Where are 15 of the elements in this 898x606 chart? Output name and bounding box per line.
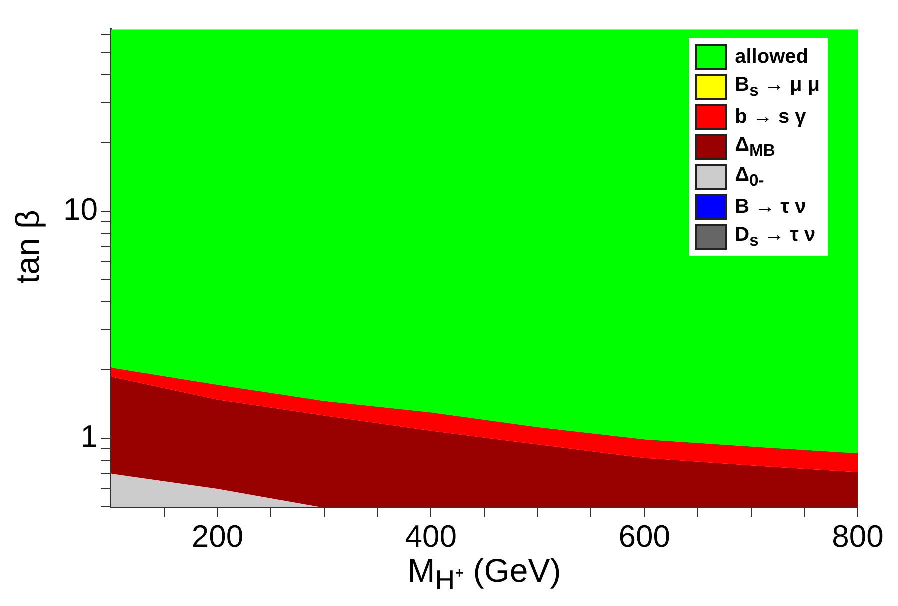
y-tick-label: 10 [64, 192, 98, 227]
x-tick-label: 400 [405, 519, 458, 554]
x-tick-label: 800 [832, 519, 884, 554]
legend-label: B → τ ν [735, 196, 806, 218]
x-axis-title: M$_{H⁺}$ (GeV) [406, 552, 562, 598]
y-tick-label: 1 [80, 419, 98, 454]
legend-label: b → s γ [735, 106, 806, 128]
y-axis-title: tan β [9, 208, 47, 286]
legend-label: B$_{s}$ → μ μ [735, 74, 820, 100]
x-tick-label: 600 [618, 519, 670, 554]
legend-label: D$_{s}$ → τ ν [735, 224, 816, 250]
legend-label: Δ$_{MB}$ [735, 134, 776, 160]
x-tick-label: 200 [192, 519, 244, 554]
series-label: allowed [735, 46, 808, 68]
legend-label: Δ$_{0-}$ [735, 164, 764, 190]
